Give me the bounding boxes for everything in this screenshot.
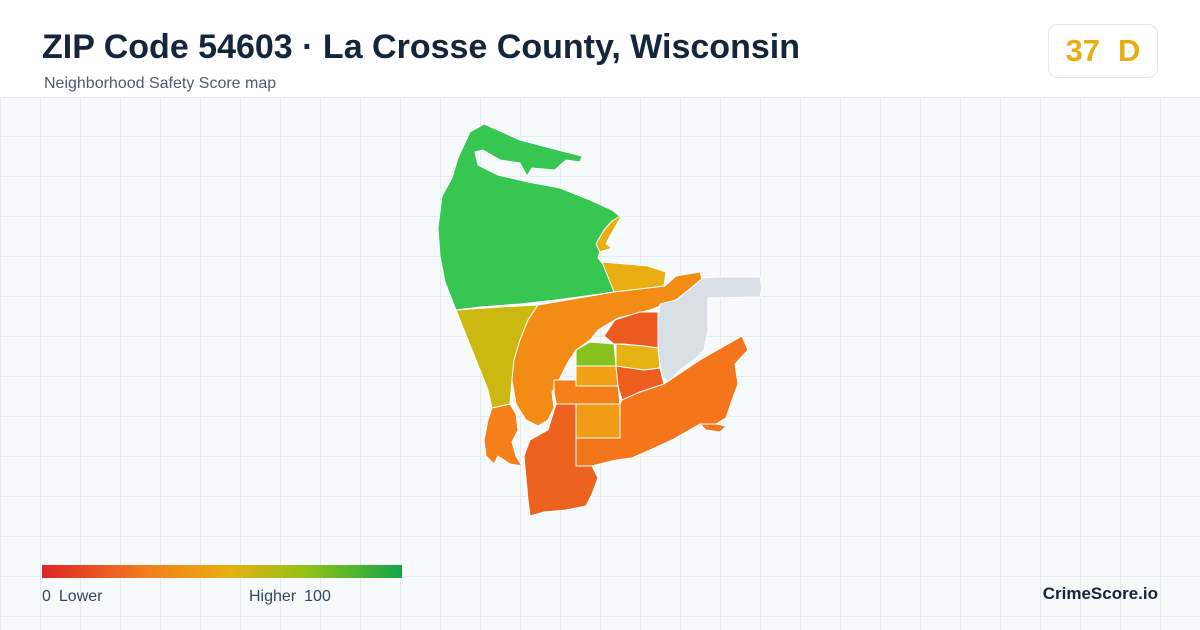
score-grade: D — [1118, 33, 1141, 68]
map-region-south-region[interactable] — [523, 403, 599, 517]
legend-color-scale — [42, 565, 402, 578]
header-bar: ZIP Code 54603 · La Crosse County, Wisco… — [0, 0, 1200, 98]
page-title: ZIP Code 54603 · La Crosse County, Wisco… — [42, 28, 800, 66]
score-value: 37 — [1065, 33, 1101, 68]
legend-max-value: 100 — [304, 588, 331, 605]
map-region-orange-mid-block[interactable] — [575, 403, 621, 439]
brand-logo-text: CrimeScore.io — [1042, 584, 1158, 603]
legend-min-label: Lower — [58, 588, 103, 605]
page-subtitle: Neighborhood Safety Score map — [44, 75, 277, 92]
map-region-small-yellow-block[interactable] — [615, 343, 661, 371]
map-region-north-island[interactable] — [437, 123, 623, 311]
map-region-light-orange-block[interactable] — [575, 365, 619, 387]
legend-max-label: Higher — [249, 588, 297, 605]
safety-score-badge: 37 D — [1048, 24, 1158, 78]
map-region-southeast-tip[interactable] — [699, 423, 727, 433]
map-region-southwest-peninsula[interactable] — [483, 403, 523, 467]
legend-max: Higher 100 — [249, 588, 331, 606]
map-region-northeast-sliver[interactable] — [595, 214, 623, 253]
legend-min-value: 0 — [42, 588, 51, 605]
map-region-southeast-region[interactable] — [575, 335, 749, 467]
legend-min: 0 Lower — [42, 588, 102, 606]
map-region-airport-no-data[interactable] — [657, 276, 763, 383]
map-region-green-block[interactable] — [575, 341, 617, 367]
